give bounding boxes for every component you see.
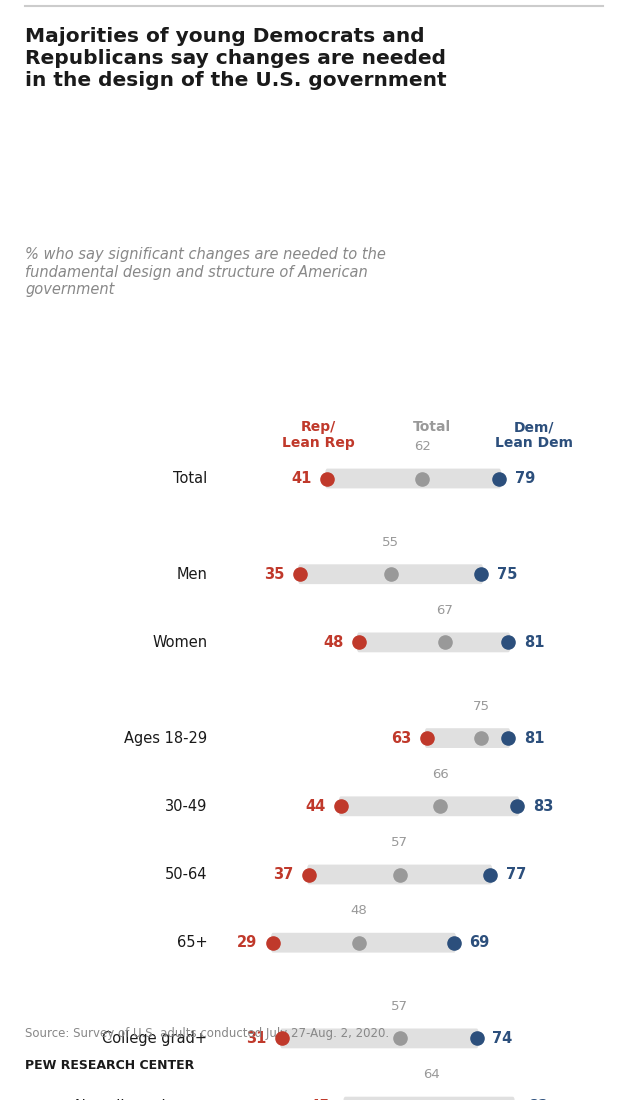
Point: [422, 729, 432, 747]
Text: 41: 41: [291, 471, 311, 486]
Text: 55: 55: [382, 536, 399, 549]
FancyBboxPatch shape: [307, 865, 492, 884]
Point: [512, 798, 522, 815]
Point: [354, 634, 364, 651]
Point: [503, 729, 513, 747]
Text: 63: 63: [391, 730, 411, 746]
Text: Men: Men: [176, 566, 207, 582]
Point: [336, 798, 346, 815]
Text: Ages 18-29: Ages 18-29: [124, 730, 207, 746]
Point: [322, 470, 332, 487]
Text: 37: 37: [273, 867, 293, 882]
Text: 35: 35: [264, 566, 284, 582]
Point: [485, 866, 495, 883]
FancyBboxPatch shape: [325, 469, 501, 488]
Point: [476, 729, 486, 747]
Point: [277, 1030, 287, 1047]
FancyBboxPatch shape: [271, 933, 456, 953]
FancyBboxPatch shape: [339, 796, 519, 816]
Point: [449, 934, 459, 952]
Text: 66: 66: [432, 768, 449, 781]
Point: [503, 634, 513, 651]
Text: 75: 75: [497, 566, 517, 582]
Text: College grad+: College grad+: [102, 1031, 207, 1046]
Text: 79: 79: [515, 471, 535, 486]
Text: 74: 74: [492, 1031, 512, 1046]
Text: 44: 44: [305, 799, 325, 814]
FancyBboxPatch shape: [425, 728, 510, 748]
Point: [268, 934, 278, 952]
Text: 69: 69: [470, 935, 490, 950]
FancyBboxPatch shape: [357, 632, 510, 652]
Point: [476, 565, 486, 583]
FancyBboxPatch shape: [298, 564, 483, 584]
Text: 65+: 65+: [176, 935, 207, 950]
Text: 48: 48: [350, 904, 367, 917]
Point: [472, 1030, 482, 1047]
Point: [394, 866, 404, 883]
Text: 83: 83: [533, 799, 553, 814]
Text: Rep/
Lean Rep: Rep/ Lean Rep: [281, 420, 354, 450]
FancyBboxPatch shape: [344, 1097, 514, 1100]
Text: 29: 29: [237, 935, 257, 950]
Point: [386, 565, 396, 583]
Text: 81: 81: [524, 635, 544, 650]
Text: 77: 77: [506, 867, 526, 882]
Point: [417, 470, 427, 487]
FancyBboxPatch shape: [280, 1028, 479, 1048]
Text: Total: Total: [413, 420, 451, 434]
Point: [494, 470, 504, 487]
Text: % who say significant changes are needed to the
fundamental design and structure: % who say significant changes are needed…: [25, 248, 386, 297]
Point: [435, 798, 445, 815]
Text: 31: 31: [246, 1031, 266, 1046]
Text: 57: 57: [391, 836, 408, 849]
Text: 48: 48: [323, 635, 344, 650]
Text: 67: 67: [436, 604, 453, 617]
Point: [507, 1098, 517, 1100]
Point: [426, 1098, 436, 1100]
Point: [304, 866, 314, 883]
Text: Dem/
Lean Dem: Dem/ Lean Dem: [495, 420, 573, 450]
Text: 50-64: 50-64: [165, 867, 207, 882]
Text: 81: 81: [524, 730, 544, 746]
Text: 75: 75: [472, 700, 490, 713]
Text: Total: Total: [173, 471, 207, 486]
Text: 62: 62: [414, 440, 431, 453]
Text: 30-49: 30-49: [165, 799, 207, 814]
Point: [340, 1098, 350, 1100]
Text: 64: 64: [423, 1068, 440, 1081]
Point: [394, 1030, 404, 1047]
Text: 57: 57: [391, 1000, 408, 1013]
Text: Source: Survey of U.S. adults conducted July 27-Aug. 2, 2020.: Source: Survey of U.S. adults conducted …: [25, 1026, 389, 1039]
Text: Women: Women: [152, 635, 207, 650]
Point: [354, 934, 364, 952]
Point: [440, 634, 450, 651]
Text: PEW RESEARCH CENTER: PEW RESEARCH CENTER: [25, 1059, 195, 1072]
Point: [295, 565, 305, 583]
Text: Majorities of young Democrats and
Republicans say changes are needed
in the desi: Majorities of young Democrats and Republ…: [25, 28, 447, 90]
